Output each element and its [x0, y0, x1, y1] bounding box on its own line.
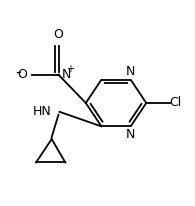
Text: +: +: [66, 64, 74, 74]
Text: O: O: [17, 68, 27, 81]
Text: N: N: [126, 128, 135, 141]
Text: Cl: Cl: [170, 96, 182, 110]
Text: HN: HN: [33, 105, 52, 118]
Text: N: N: [61, 68, 71, 81]
Text: O: O: [54, 28, 63, 41]
Text: -: -: [15, 65, 20, 80]
Text: N: N: [126, 65, 135, 78]
